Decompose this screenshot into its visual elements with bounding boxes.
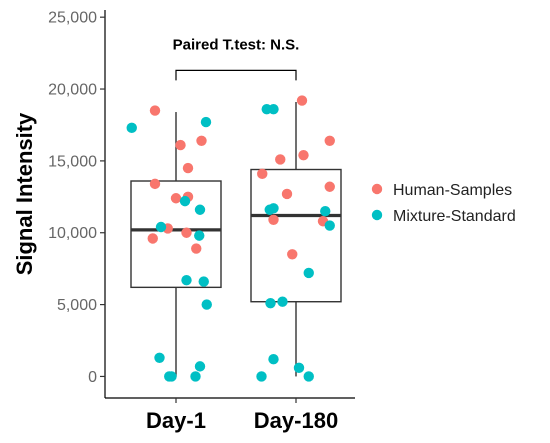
y-axis-title: Signal Intensity xyxy=(12,112,37,275)
data-point xyxy=(281,188,293,200)
data-point xyxy=(324,135,335,146)
data-point xyxy=(268,354,279,365)
data-point xyxy=(198,276,209,287)
data-point xyxy=(149,178,161,190)
boxes xyxy=(130,101,342,377)
data-point xyxy=(149,105,161,116)
legend: Human-Samples Mixture-Standard xyxy=(371,182,516,225)
y-tick-label: 15,000 xyxy=(48,153,97,170)
significance-annotation: Paired T.test: N.S. xyxy=(173,36,300,81)
axes: 0 5,000 10,000 15,000 20,000 25,000 Day-1 Day-1… xyxy=(48,10,355,433)
data-point xyxy=(194,361,206,372)
data-point xyxy=(164,371,175,382)
interquartile-box xyxy=(130,180,222,289)
legend-label: Human-Samples xyxy=(393,182,512,199)
data-point xyxy=(170,193,182,204)
data-point xyxy=(261,103,272,115)
data-point xyxy=(303,371,314,382)
data-point xyxy=(275,154,286,165)
box-day-1 xyxy=(130,112,222,377)
data-point xyxy=(324,220,335,231)
data-point xyxy=(155,221,167,233)
data-point xyxy=(191,243,202,254)
data-point xyxy=(277,296,288,307)
legend-item-human-samples: Human-Samples xyxy=(371,182,512,199)
y-tick-label: 5,000 xyxy=(57,297,97,314)
data-point xyxy=(264,204,275,215)
data-point xyxy=(296,95,308,106)
legend-item-mixture-standard: Mixture-Standard xyxy=(371,208,516,225)
significance-label: Paired T.test: N.S. xyxy=(173,36,300,53)
data-point xyxy=(194,230,205,241)
legend-swatch xyxy=(371,209,383,221)
data-point xyxy=(200,116,212,128)
data-point xyxy=(190,371,201,382)
data-point xyxy=(175,139,186,151)
data-point xyxy=(256,371,267,382)
data-point xyxy=(298,149,309,161)
data-point xyxy=(181,274,192,286)
data-point xyxy=(196,135,207,146)
y-tick-label: 0 xyxy=(88,369,97,386)
data-point xyxy=(147,233,158,244)
series-mixture-standard xyxy=(126,103,335,382)
data-point xyxy=(181,227,192,238)
data-point xyxy=(201,299,212,310)
data-point xyxy=(179,195,191,207)
data-point xyxy=(268,214,279,226)
x-tick-label: Day-180 xyxy=(254,408,338,433)
legend-label: Mixture-Standard xyxy=(393,208,516,225)
data-point xyxy=(257,168,268,180)
y-tick-label: 10,000 xyxy=(48,225,97,242)
significance-bracket xyxy=(175,69,297,81)
data-point xyxy=(324,181,335,192)
data-point xyxy=(320,205,331,217)
y-tick-label: 25,000 xyxy=(48,10,97,27)
data-point xyxy=(194,204,206,215)
interquartile-box xyxy=(250,168,342,303)
data-point xyxy=(303,267,314,279)
series-human-samples xyxy=(147,95,335,260)
data-point xyxy=(265,297,276,309)
data-point xyxy=(126,122,137,134)
data-points xyxy=(126,95,335,382)
y-tick-label: 20,000 xyxy=(48,82,97,99)
data-point xyxy=(293,362,305,374)
data-point xyxy=(182,162,194,174)
legend-swatch xyxy=(371,183,383,195)
data-point xyxy=(287,249,298,260)
data-point xyxy=(154,352,165,363)
x-tick-label: Day-1 xyxy=(146,408,206,433)
